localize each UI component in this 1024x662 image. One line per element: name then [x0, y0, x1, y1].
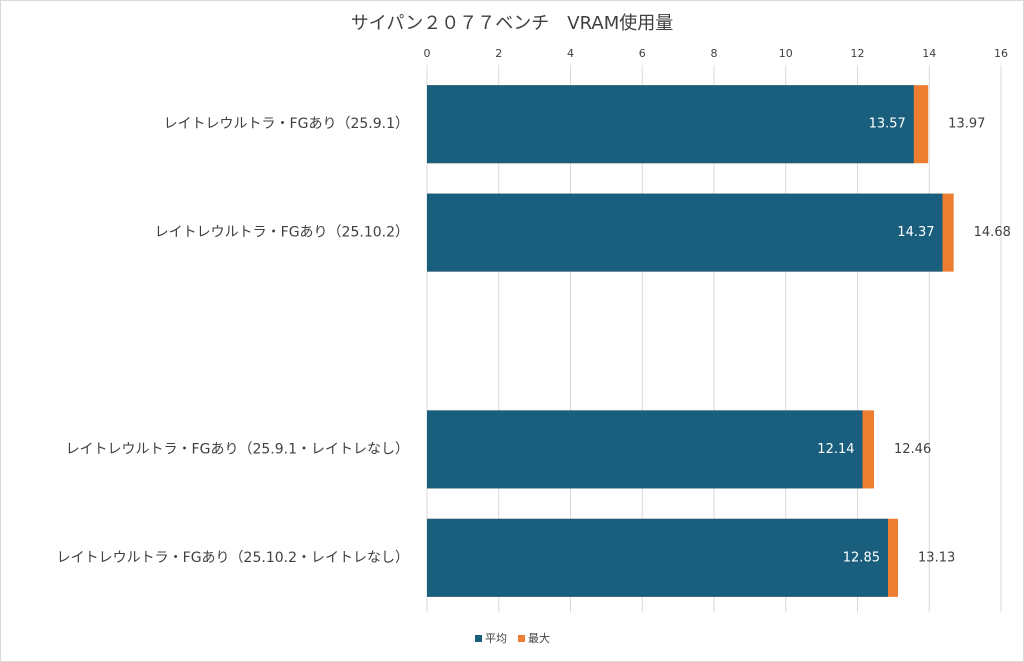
value-label: 13.13 — [918, 550, 955, 565]
x-tick-label: 16 — [994, 47, 1008, 60]
y-tick-label: レイトレウルトラ・FGあり（25.9.1） — [164, 116, 409, 132]
bar — [427, 518, 888, 597]
x-tick-label: 2 — [495, 47, 502, 60]
value-label: 13.97 — [948, 117, 985, 132]
legend-label: 最大 — [528, 631, 550, 645]
legend-swatch — [518, 635, 525, 642]
x-tick-label: 8 — [711, 47, 718, 60]
value-label: 14.37 — [897, 225, 934, 240]
value-label: 14.68 — [974, 225, 1011, 240]
bar — [427, 410, 863, 489]
x-tick-label: 4 — [567, 47, 574, 60]
legend-label: 平均 — [485, 632, 507, 645]
x-tick-label: 6 — [639, 47, 646, 60]
y-tick-label: レイトレウルトラ・FGあり（25.10.2・レイトレなし） — [57, 550, 409, 566]
chart-title: サイパン２０７７ベンチ VRAM使用量 — [351, 13, 673, 34]
value-label: 12.14 — [817, 442, 854, 457]
x-tick-label: 0 — [424, 47, 431, 60]
y-tick-label: レイトレウルトラ・FGあり（25.10.2） — [155, 225, 409, 241]
value-label: 13.57 — [869, 117, 906, 132]
x-tick-label: 12 — [851, 47, 865, 60]
x-tick-label: 10 — [779, 47, 793, 60]
legend-swatch — [475, 635, 482, 642]
bar — [427, 85, 914, 164]
value-label: 12.85 — [843, 550, 880, 565]
value-label: 12.46 — [894, 442, 931, 457]
y-tick-label: レイトレウルトラ・FGあり（25.9.1・レイトレなし） — [66, 441, 409, 457]
x-tick-label: 14 — [922, 47, 936, 60]
bar — [427, 193, 943, 272]
